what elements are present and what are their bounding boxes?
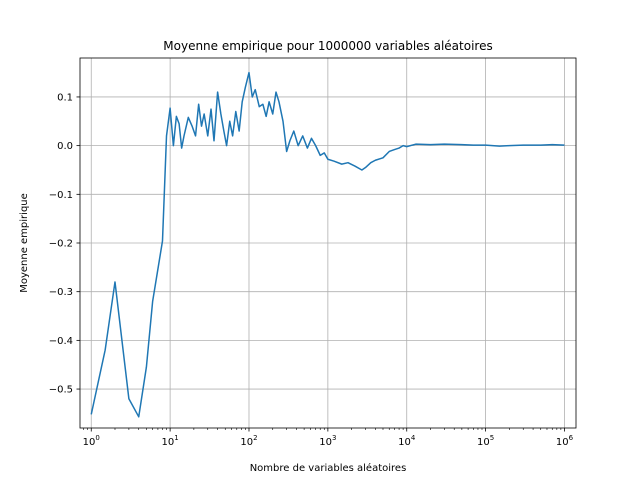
- x-tick-label: 101: [162, 434, 179, 448]
- x-axis-title: Nombre de variables aléatoires: [250, 462, 407, 474]
- x-tick-label: 106: [556, 434, 574, 448]
- x-tick-label: 102: [240, 434, 257, 448]
- y-tick-label: −0.5: [49, 385, 73, 396]
- y-tick-label: −0.3: [49, 287, 73, 298]
- x-tick-label: 105: [477, 434, 494, 448]
- grid: [80, 58, 576, 428]
- y-tick-label: −0.1: [49, 190, 73, 201]
- series: [90, 71, 565, 418]
- x-tick-label: 103: [319, 434, 336, 448]
- chart-title: Moyenne empirique pour 1000000 variables…: [163, 39, 492, 53]
- x-tick-label: 100: [83, 434, 100, 448]
- series-line: [90, 71, 565, 418]
- plot-frame: [79, 57, 577, 429]
- y-axis-title: Moyenne empirique: [19, 193, 30, 293]
- y-tick-label: −0.4: [49, 336, 73, 347]
- y-tick-label: −0.2: [49, 239, 73, 250]
- y-tick-label: 0.1: [57, 92, 73, 103]
- x-tick-label: 104: [398, 434, 416, 448]
- ticks: 0.1 0.0 −0.1 −0.2 −0.3 −0.4 −0.5 100 101 102 103 10…: [49, 92, 574, 448]
- y-tick-label: 0.0: [57, 141, 73, 152]
